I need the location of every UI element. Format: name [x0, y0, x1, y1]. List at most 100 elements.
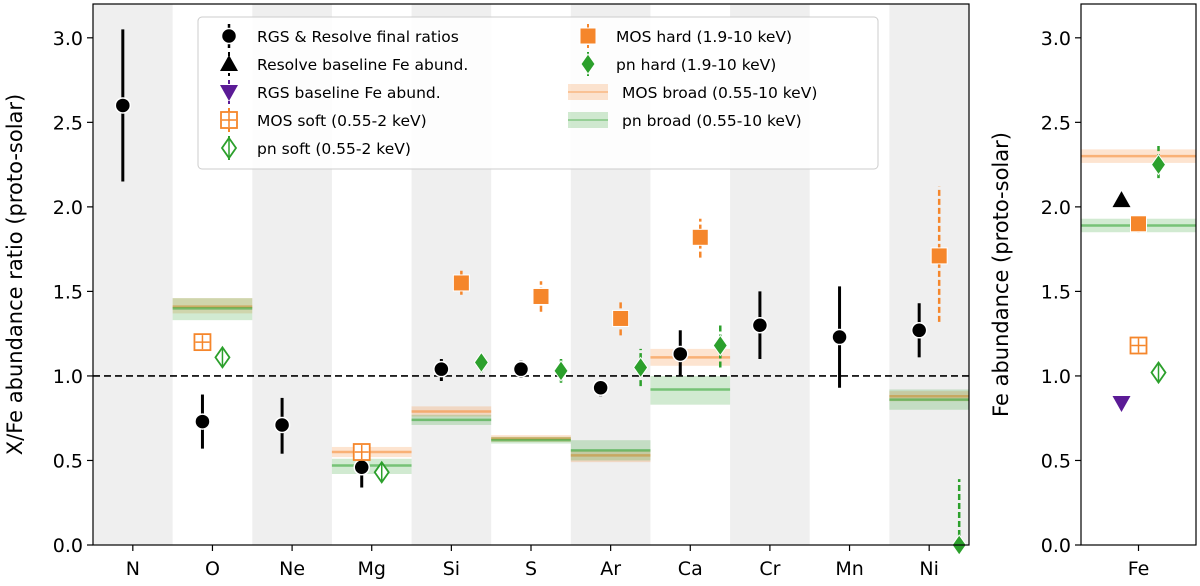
pn-broad-0-55-10-kev-band-ni [889, 389, 969, 410]
legend-marker-rgs-baseline-fe-abund [220, 85, 238, 101]
y-tick-label: 1.0 [53, 366, 83, 388]
pn-broad-0-55-10-kev-band-mg [331, 458, 412, 474]
x-tick-label-ni: Ni [919, 558, 939, 580]
y-tick-label: 3.0 [1041, 28, 1071, 50]
x-tick-label-fe: Fe [1128, 558, 1150, 580]
legend-label: pn hard (1.9-10 keV) [616, 56, 776, 74]
mos-hard-1-9-10-kev-ni-marker [930, 247, 948, 265]
rgs-resolve-final-ratios-ca-marker [672, 345, 689, 363]
left-y-axis: 0.0 0.5 1.0 1.5 2.0 2.5 3.0 [53, 28, 93, 557]
legend-item-rgs-baseline-fe-abund: RGS baseline Fe abund. [220, 80, 441, 104]
x-tick-label-o: O [205, 558, 220, 580]
y-tick-label: 1.5 [53, 281, 83, 303]
rgs-resolve-final-ratios-mg-marker [353, 458, 370, 476]
legend-box [197, 16, 879, 170]
pn-broad-0-55-10-kev-band-ca [650, 375, 731, 405]
x-tick-label-ne: Ne [279, 558, 305, 580]
mos-hard-1-9-10-kev-ca-marker [691, 228, 709, 246]
rgs-resolve-final-ratios-si-marker [433, 360, 450, 378]
mos-broad-0-55-10-kev-band-ca [650, 348, 731, 366]
legend-item-pn-hard-1-9-10-kev: pn hard (1.9-10 keV) [580, 52, 776, 76]
left-y-axis-label: X/Fe abundance ratio (proto-solar) [3, 94, 27, 455]
legend-label: pn broad (0.55-10 keV) [622, 112, 802, 130]
mos-hard-1-9-10-kev-ar-marker [612, 309, 630, 327]
left-panel-bands [172, 298, 969, 474]
mos-broad-0-55-10-kev-band-s [491, 435, 571, 442]
y-tick-label: 3.0 [53, 28, 83, 50]
x-tick-label-mg: Mg [357, 558, 385, 580]
mos-hard-1-9-10-kev-fe-marker [1130, 215, 1147, 233]
background-stripe-n [93, 4, 173, 545]
pn-broad-0-55-10-kev-band-ar [570, 440, 651, 461]
legend-item-rgs-resolve-final-ratios: RGS & Resolve final ratios [220, 24, 459, 48]
y-tick-label: 0.5 [53, 450, 83, 472]
x-tick-label-ar: Ar [600, 558, 621, 580]
legend-marker-mos-hard-1-9-10-kev [579, 27, 597, 45]
mos-hard-1-9-10-kev-s-marker [532, 287, 550, 305]
left-panel-points [114, 29, 967, 556]
mos-broad-0-55-10-kev-band-fe [1081, 149, 1196, 163]
legend-label: pn soft (0.55-2 keV) [257, 140, 411, 158]
legend-item-mos-hard-1-9-10-kev: MOS hard (1.9-10 keV) [579, 24, 792, 48]
background-stripe-ni [889, 4, 969, 545]
legend-label: RGS baseline Fe abund. [257, 84, 441, 102]
legend-item-pn-broad-0-55-10-kev: pn broad (0.55-10 keV) [568, 112, 802, 130]
legend-swatch-mos-broad-0-55-10-kev [568, 84, 608, 100]
rgs-resolve-final-ratios-s-marker [512, 360, 530, 378]
right-panel-frame [1080, 3, 1197, 546]
legend-item-resolve-baseline-fe-abund: Resolve baseline Fe abund. [220, 52, 468, 76]
right-y-axis: 0.0 0.5 1.0 1.5 2.0 2.5 3.0 [1041, 28, 1081, 557]
mos-broad-0-55-10-kev-band-ar [570, 450, 651, 463]
y-tick-label: 2.0 [53, 197, 83, 219]
legend-label: MOS hard (1.9-10 keV) [616, 28, 792, 46]
rgs-resolve-final-ratios-mn-marker [831, 328, 848, 346]
mos-hard-1-9-10-kev-si-marker [452, 274, 470, 292]
y-tick-label: 2.0 [1041, 197, 1071, 219]
rgs-resolve-final-ratios-n-marker [114, 97, 132, 114]
legend: RGS & Resolve final ratios Resolve baseli… [197, 16, 879, 170]
x-tick-label-ca: Ca [678, 558, 703, 580]
legend-label: RGS & Resolve final ratios [257, 28, 459, 46]
rgs-resolve-final-ratios-cr-marker [751, 316, 769, 334]
y-tick-label: 1.5 [1041, 281, 1071, 303]
mos-broad-0-55-10-kev-band-si [411, 406, 492, 417]
right-panel-points [1112, 146, 1167, 412]
pn-broad-0-55-10-kev-band-si [411, 414, 492, 425]
y-tick-label: 0.0 [1041, 535, 1071, 557]
pn-hard-1-9-10-kev-s-marker [553, 359, 569, 382]
x-tick-label-cr: Cr [759, 558, 780, 580]
rgs-resolve-final-ratios-ni-marker [910, 322, 928, 339]
rgs-resolve-final-ratios-ar-marker [592, 379, 609, 397]
rgs-resolve-final-ratios-ne-marker [273, 416, 291, 434]
rgs-baseline-fe-abund-fe-marker [1112, 395, 1131, 412]
resolve-baseline-fe-abund-fe-marker [1112, 191, 1131, 208]
pn-hard-1-9-10-kev-ca-marker [712, 334, 728, 357]
left-x-axis: N O Ne Mg Si S Ar Ca Cr Mn Ni [126, 545, 939, 580]
y-tick-label: 0.0 [53, 535, 83, 557]
x-tick-label-mn: Mn [835, 558, 863, 580]
x-tick-label-n: N [126, 558, 140, 580]
y-tick-label: 2.5 [53, 112, 83, 134]
y-tick-label: 2.5 [1041, 112, 1071, 134]
pn-hard-1-9-10-kev-ar-marker [633, 356, 649, 379]
pn-hard-1-9-10-kev-si-marker [473, 351, 489, 374]
right-y-axis-label: Fe abundance (proto-solar) [989, 132, 1013, 417]
pn-broad-0-55-10-kev-band-s [491, 436, 571, 444]
x-tick-label-si: Si [443, 558, 460, 580]
y-tick-label: 0.5 [1041, 450, 1071, 472]
legend-item-pn-soft-0-55-2-kev: pn soft (0.55-2 keV) [220, 136, 411, 160]
x-tick-label-s: S [525, 558, 537, 580]
pn-broad-0-55-10-kev-band-o [172, 298, 253, 321]
right-x-axis: Fe [1128, 545, 1150, 580]
legend-swatch-pn-broad-0-55-10-kev [568, 112, 608, 128]
legend-item-mos-broad-0-55-10-kev: MOS broad (0.55-10 keV) [568, 84, 817, 102]
legend-label: MOS broad (0.55-10 keV) [622, 84, 817, 102]
y-tick-label: 1.0 [1041, 366, 1071, 388]
legend-marker-rgs-resolve-final-ratios [220, 27, 238, 45]
mos-broad-0-55-10-kev-band-o [172, 298, 253, 314]
pn-hard-1-9-10-kev-fe-marker [1150, 153, 1167, 176]
legend-label: Resolve baseline Fe abund. [257, 56, 468, 74]
mos-broad-0-55-10-kev-band-ni [889, 391, 969, 402]
legend-label: MOS soft (0.55-2 keV) [257, 112, 427, 130]
